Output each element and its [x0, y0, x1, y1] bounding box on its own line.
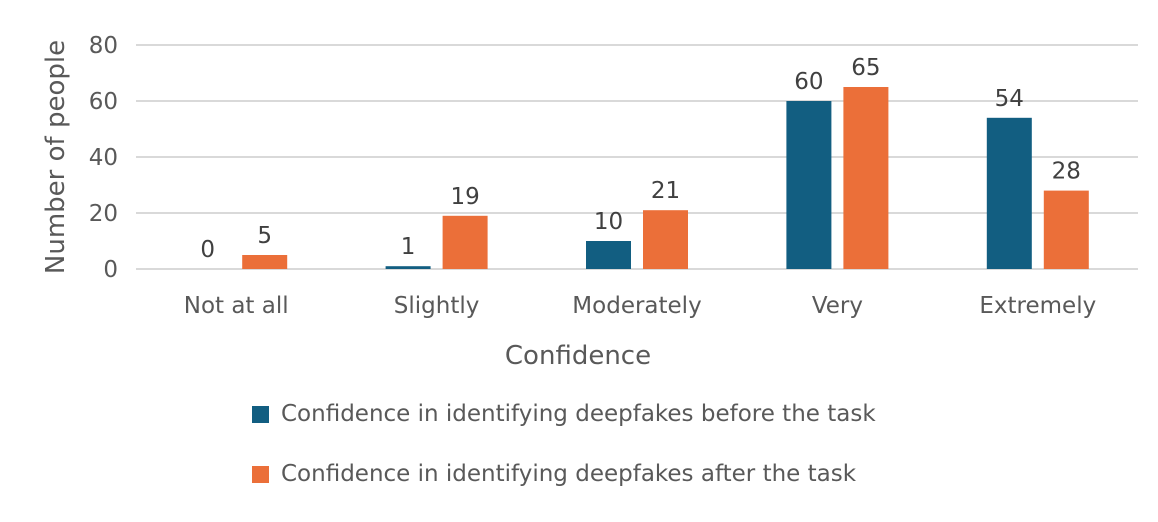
legend-item-after[interactable]: Confidence in identifying deepfakes afte…	[252, 458, 876, 490]
legend-label-before: Confidence in identifying deepfakes befo…	[281, 401, 876, 427]
data-label: 21	[651, 178, 680, 204]
data-label: 60	[794, 69, 823, 95]
x-tick-label: Moderately	[572, 293, 701, 319]
y-axis-title: Number of people	[41, 40, 71, 274]
y-tick-label: 0	[103, 257, 118, 283]
gridlines	[136, 44, 1138, 270]
x-tick-label: Slightly	[394, 293, 480, 319]
y-axis-ticks: 0 20 40 60 80	[89, 33, 118, 283]
x-tick-label: Not at all	[184, 293, 289, 319]
y-tick-label: 20	[89, 201, 118, 227]
data-label: 28	[1052, 159, 1081, 185]
y-tick-label: 40	[89, 145, 118, 171]
data-label: 5	[257, 223, 272, 249]
bar-before	[586, 241, 631, 269]
bar-after	[242, 255, 288, 269]
x-tick-label: Very	[812, 293, 863, 319]
data-label: 65	[851, 55, 880, 81]
bar-after	[1043, 190, 1089, 269]
y-tick-label: 60	[89, 89, 118, 115]
bar-after	[643, 210, 688, 269]
bar-before	[385, 266, 431, 269]
data-labels: 0 5 1 19 10 21 60 65 54 28	[200, 55, 1081, 263]
x-axis-title: Confidence	[505, 341, 651, 371]
x-axis-ticks: Not at all Slightly Moderately Very Extremel…	[184, 293, 1096, 319]
x-tick-label: Extremely	[979, 293, 1096, 319]
legend-swatch-after	[252, 465, 269, 483]
bar-before	[786, 101, 832, 269]
bar-after	[843, 87, 889, 269]
data-label: 19	[450, 184, 479, 210]
data-label: 0	[200, 237, 215, 263]
bar-after	[442, 215, 488, 269]
legend-label-after: Confidence in identifying deepfakes afte…	[281, 461, 857, 487]
data-label: 1	[401, 234, 416, 260]
data-label: 10	[594, 209, 623, 235]
bar-before	[986, 117, 1032, 269]
legend: Confidence in identifying deepfakes befo…	[252, 398, 876, 518]
legend-item-before[interactable]: Confidence in identifying deepfakes befo…	[252, 398, 876, 430]
data-label: 54	[995, 86, 1024, 112]
bars	[242, 87, 1089, 269]
y-tick-label: 80	[89, 33, 118, 59]
legend-swatch-before	[252, 405, 269, 423]
